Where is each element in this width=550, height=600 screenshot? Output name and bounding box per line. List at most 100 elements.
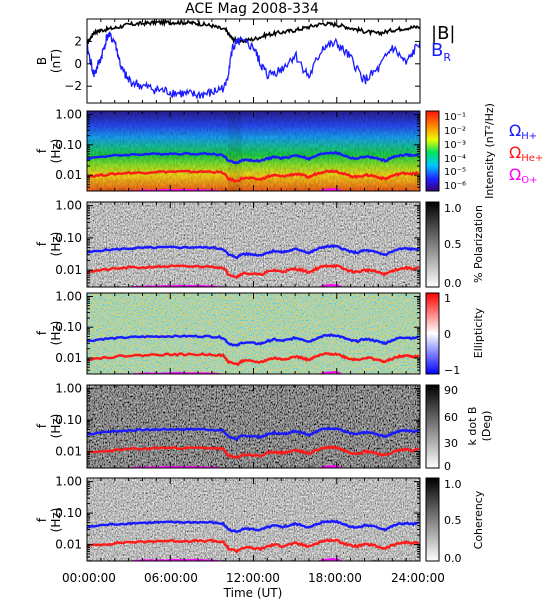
panel-coherency: 1.00 0.10 0.01 f (Hz) 1.0 0.5 0.0 Coherenc… [35, 475, 485, 565]
gyro-H-line-p3 [87, 333, 420, 347]
ellipticity-ylabel: f [35, 330, 49, 335]
intensity-band-dark [228, 111, 242, 191]
gyro-H-line-p4 [87, 426, 420, 441]
freq-tick-label: 0.01 [55, 263, 82, 277]
mag-yunit: (nT) [49, 49, 63, 73]
panel-polarization: 1.00 0.10 0.01 f (Hz) 1.0 0.5 0.0 % Polari… [35, 199, 485, 290]
polarization-ylabel: f [35, 241, 49, 246]
freq-tick-label: 1.00 [55, 290, 82, 304]
intensity-ylabel: f [35, 148, 49, 153]
cb-pol-tick-1: 0.5 [444, 238, 462, 251]
polarization-colorbar-label: % Polarization [472, 205, 485, 283]
coherency-colorbar [425, 477, 440, 562]
coherency-y-ticks: 1.00 0.10 0.01 [55, 475, 420, 562]
cb-int-tick-5: 10⁻⁶ [444, 181, 466, 192]
figure-title: ACE Mag 2008-334 [185, 1, 319, 17]
gyro-He-line-p2 [87, 263, 420, 279]
freq-tick-label: 0.10 [55, 231, 82, 245]
time-tick-3: 18:00:00 [308, 571, 362, 585]
legend-omega-H: ΩH+ [509, 121, 537, 142]
gyro-O-line-p1 [119, 188, 419, 191]
gyro-O-line-p4 [117, 465, 419, 468]
gyro-O-line-p2 [121, 283, 419, 287]
cb-int-tick-0: 10⁻¹ [444, 112, 466, 123]
freq-tick-label: 1.00 [55, 199, 82, 213]
series-B-R [87, 31, 420, 101]
time-axis-label: Time (UT) [223, 586, 283, 600]
freq-tick-label: 0.10 [55, 138, 82, 152]
freq-tick-label: 1.00 [55, 382, 82, 396]
legend-B-R-sub: R [443, 51, 451, 64]
cb-coh-tick-1: 0.5 [444, 514, 462, 527]
legend-B-total: |B| [431, 23, 455, 44]
freq-tick-label: 0.01 [55, 445, 82, 459]
kdotb-colorbar-label-2: (Deg) [480, 411, 493, 442]
legend-omega-He: ΩHe+ [509, 143, 543, 164]
cb-pol-tick-2: 0.0 [444, 277, 462, 290]
coherency-ylabel: f [35, 517, 49, 522]
intensity-colorbar [425, 110, 440, 192]
gyro-He-line-p5 [87, 538, 420, 554]
coherency-spectrogram [87, 478, 420, 561]
cb-ell-tick-2: −1 [444, 364, 460, 377]
cb-coh-tick-2: 0.0 [444, 552, 462, 565]
cb-int-tick-1: 10⁻² [444, 126, 466, 137]
polarization-colorbar [425, 201, 440, 288]
time-axis-ticks [86, 19, 421, 561]
polarization-yunit: (Hz) [49, 232, 63, 257]
cb-int-tick-3: 10⁻⁴ [444, 154, 466, 165]
cb-coh-tick-0: 1.0 [444, 478, 462, 491]
kdotb-ylabel: f [35, 423, 49, 428]
mag-ytick-label: −2 [64, 79, 82, 93]
ellipticity-colorbar [425, 292, 440, 375]
legend-omega-O: ΩO+ [509, 165, 537, 186]
kdotb-colorbar [425, 384, 440, 469]
time-tick-1: 06:00:00 [144, 571, 198, 585]
gyro-O-line-p5 [121, 557, 419, 561]
mag-y-ticks: 2 0 −2 [64, 34, 420, 93]
mag-ytick-label: 0 [74, 57, 82, 71]
coherency-yunit: (Hz) [49, 508, 63, 533]
freq-tick-label: 0.10 [55, 506, 82, 520]
intensity-yunit: (Hz) [49, 139, 63, 164]
freq-tick-label: 0.01 [55, 538, 82, 552]
cb-kdb-tick-1: 60 [444, 411, 458, 424]
freq-tick-label: 1.00 [55, 475, 82, 489]
gyro-He-line-p4 [87, 444, 420, 460]
gyro-H-line-p5 [87, 519, 419, 533]
gyro-He-line-p3 [87, 351, 420, 367]
time-tick-0: 00:00:00 [62, 571, 116, 585]
kdotb-colorbar-ticks: 90 60 30 0 [444, 384, 458, 473]
gyro-H-line-p1 [87, 150, 419, 165]
intensity-y-ticks: 1.00 0.10 0.01 [55, 107, 420, 192]
kdotb-spectrogram [87, 385, 420, 468]
freq-tick-label: 1.00 [55, 107, 82, 121]
panel-ellipticity: 1.00 0.10 0.01 f (Hz) 1 0 −1 Ellipticity [35, 290, 485, 377]
cb-kdb-tick-3: 0 [444, 460, 451, 473]
time-tick-4: 24:00:00 [391, 571, 445, 585]
cb-kdb-tick-0: 90 [444, 384, 458, 397]
coherency-colorbar-ticks: 1.0 0.5 0.0 [444, 478, 462, 565]
gyro-H-line-p2 [87, 244, 420, 260]
intensity-colorbar-ticks: 10⁻¹ 10⁻² 10⁻³ 10⁻⁴ 10⁻⁵ 10⁻⁶ [444, 112, 466, 192]
cb-pol-tick-0: 1.0 [444, 202, 462, 215]
coherency-colorbar-label: Coherency [472, 490, 485, 549]
mag-ylabel: B [35, 57, 49, 65]
freq-tick-label: 0.01 [55, 351, 82, 365]
kdotb-colorbar-label-1: k dot B [466, 407, 479, 446]
gyro-He-line-p1 [87, 168, 420, 183]
cb-kdb-tick-2: 30 [444, 437, 458, 450]
panel-intensity: 1.00 0.10 0.01 f (Hz) 10⁻¹ 10⁻² 10⁻³ 10⁻⁴ … [35, 103, 543, 199]
polarization-y-ticks: 1.00 0.10 0.01 [55, 199, 420, 288]
panel-magnetic-field: 20−2 B (nT) |B| BR [35, 18, 455, 104]
ellipticity-colorbar-label: Ellipticity [472, 307, 485, 358]
cb-int-tick-4: 10⁻⁵ [444, 167, 466, 178]
ellipticity-y-ticks: 1.00 0.10 0.01 [55, 290, 420, 375]
mag-ytick-label: 2 [74, 34, 82, 48]
gyro-legend: ΩH+ ΩHe+ ΩO+ [509, 121, 543, 186]
freq-tick-label: 0.10 [55, 413, 82, 427]
kdotb-y-ticks: 1.00 0.10 0.01 [55, 382, 420, 469]
intensity-colorbar-label: Intensity (nT²/Hz) [483, 103, 496, 199]
freq-tick-label: 0.01 [55, 168, 82, 182]
